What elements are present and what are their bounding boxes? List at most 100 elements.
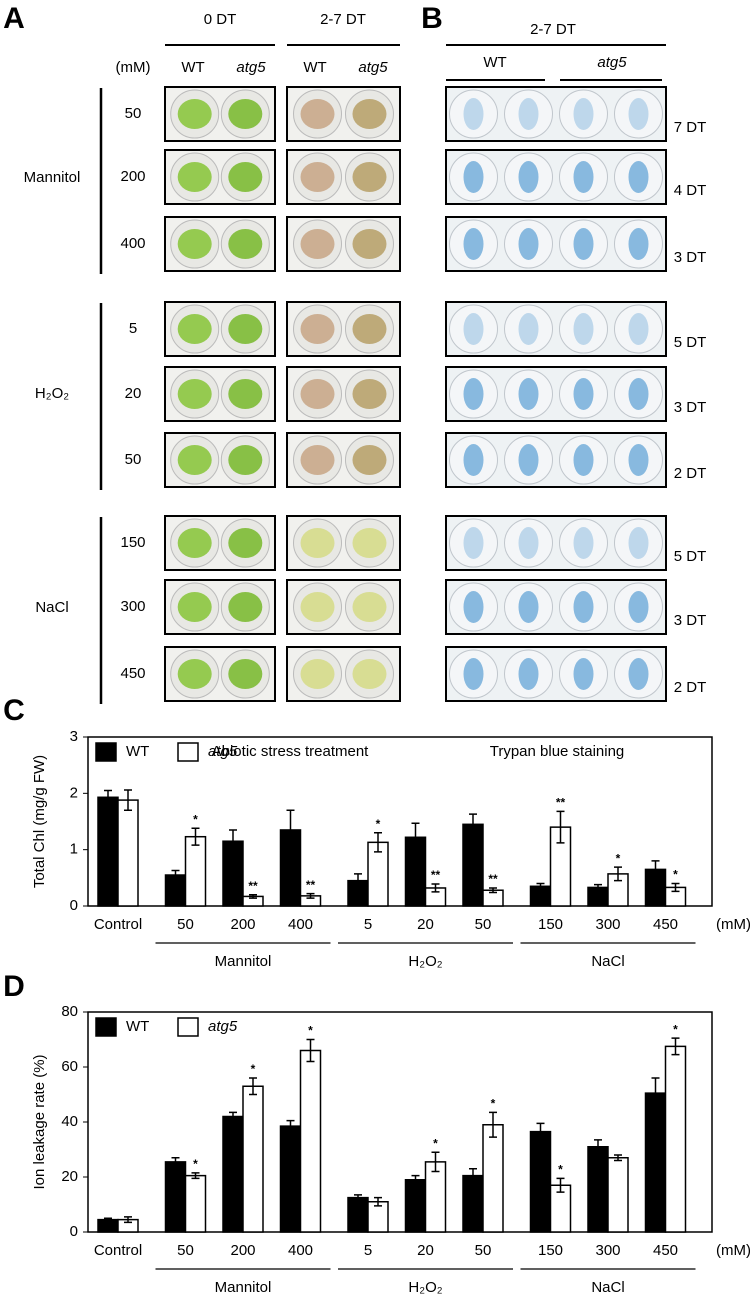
error-bar [306, 1038, 315, 1063]
significance: * [193, 812, 198, 826]
x-tick-label: 150 [538, 1242, 563, 1259]
error-bar [191, 827, 200, 846]
leaf [573, 444, 594, 476]
well [449, 304, 498, 354]
leaf [628, 591, 649, 623]
bar [664, 1045, 687, 1233]
seedlings [352, 314, 387, 344]
label: atg5 [236, 59, 266, 76]
error-bar [536, 1122, 545, 1141]
error-bar [469, 813, 477, 836]
x-tick-label: Control [94, 916, 142, 933]
leaf [463, 444, 484, 476]
leaf [628, 313, 649, 345]
well [504, 518, 553, 568]
label: 150 [120, 534, 145, 551]
y-tick-label: 0 [70, 1223, 78, 1240]
significance: * [193, 1157, 198, 1171]
seedlings [300, 162, 335, 192]
error-bar [556, 810, 565, 844]
error-bar [431, 883, 440, 893]
x-tick-label: 150 [538, 916, 563, 933]
bar [587, 1146, 609, 1233]
seedlings [300, 659, 335, 689]
error-bar [354, 1194, 362, 1202]
significance: ** [431, 868, 441, 882]
significance: ** [306, 878, 316, 892]
leaf [628, 527, 649, 559]
leaf [573, 658, 594, 690]
seedlings [352, 528, 387, 558]
label: NaCl [35, 599, 68, 616]
panel-letter: D [3, 970, 25, 1003]
seedlings [228, 162, 263, 192]
significance: ** [488, 872, 498, 886]
leaf [518, 444, 539, 476]
label: 50 [125, 451, 142, 468]
leaf [518, 313, 539, 345]
label: Mannitol [24, 169, 81, 186]
label: Trypan blue staining [490, 743, 625, 760]
label: 200 [120, 168, 145, 185]
bar [184, 1174, 207, 1233]
error-bar [431, 1151, 440, 1173]
leaf [518, 658, 539, 690]
significance: ** [248, 879, 258, 893]
error-bar [469, 1168, 477, 1184]
error-bar [249, 893, 257, 899]
leaf [628, 98, 649, 130]
leaf [518, 378, 539, 410]
error-bar [124, 1216, 132, 1224]
legend-swatch [95, 742, 117, 762]
leaf [518, 591, 539, 623]
panel-letter: C [3, 694, 25, 727]
seedlings [228, 528, 263, 558]
significance: * [376, 817, 381, 831]
leaf [628, 378, 649, 410]
bar [529, 1130, 552, 1233]
y-axis-label: Ion leakage rate (%) [31, 1054, 48, 1189]
leaf [463, 161, 484, 193]
seedlings [228, 659, 263, 689]
bar [117, 799, 139, 907]
label: 3 DT [674, 612, 707, 629]
error-bar [104, 789, 112, 805]
label: Abiotic stress treatment [212, 743, 370, 760]
leaf [518, 161, 539, 193]
significance: * [673, 868, 678, 882]
group-label: Mannitol [215, 1279, 272, 1296]
label: 2-7 DT [530, 21, 576, 38]
x-unit: (mM) [716, 1242, 750, 1259]
seedlings [228, 314, 263, 344]
x-tick-label: 400 [288, 1242, 313, 1259]
error-bar [651, 1077, 660, 1109]
bar [644, 1092, 667, 1233]
seedlings [177, 162, 212, 192]
seedlings [177, 314, 212, 344]
label: 5 DT [674, 334, 707, 351]
leaf [573, 591, 594, 623]
seedlings [300, 229, 335, 259]
x-tick-label: 5 [364, 916, 372, 933]
label: WT [181, 59, 204, 76]
bar [299, 1049, 322, 1233]
leaf [573, 98, 594, 130]
well [614, 304, 663, 354]
label: WT [303, 59, 326, 76]
significance: * [433, 1136, 438, 1150]
leaf [463, 228, 484, 260]
x-tick-label: 50 [177, 916, 194, 933]
leaf [463, 527, 484, 559]
panel-letter: A [3, 2, 25, 35]
seedlings [300, 379, 335, 409]
error-bar [671, 1037, 680, 1056]
well [559, 518, 608, 568]
seedlings [352, 162, 387, 192]
label: 300 [120, 598, 145, 615]
legend-swatch [177, 1017, 199, 1037]
error-bar [229, 1111, 237, 1122]
y-tick-label: 2 [70, 784, 78, 801]
error-bar [286, 1119, 295, 1133]
seedlings [177, 528, 212, 558]
error-bar [614, 866, 622, 882]
